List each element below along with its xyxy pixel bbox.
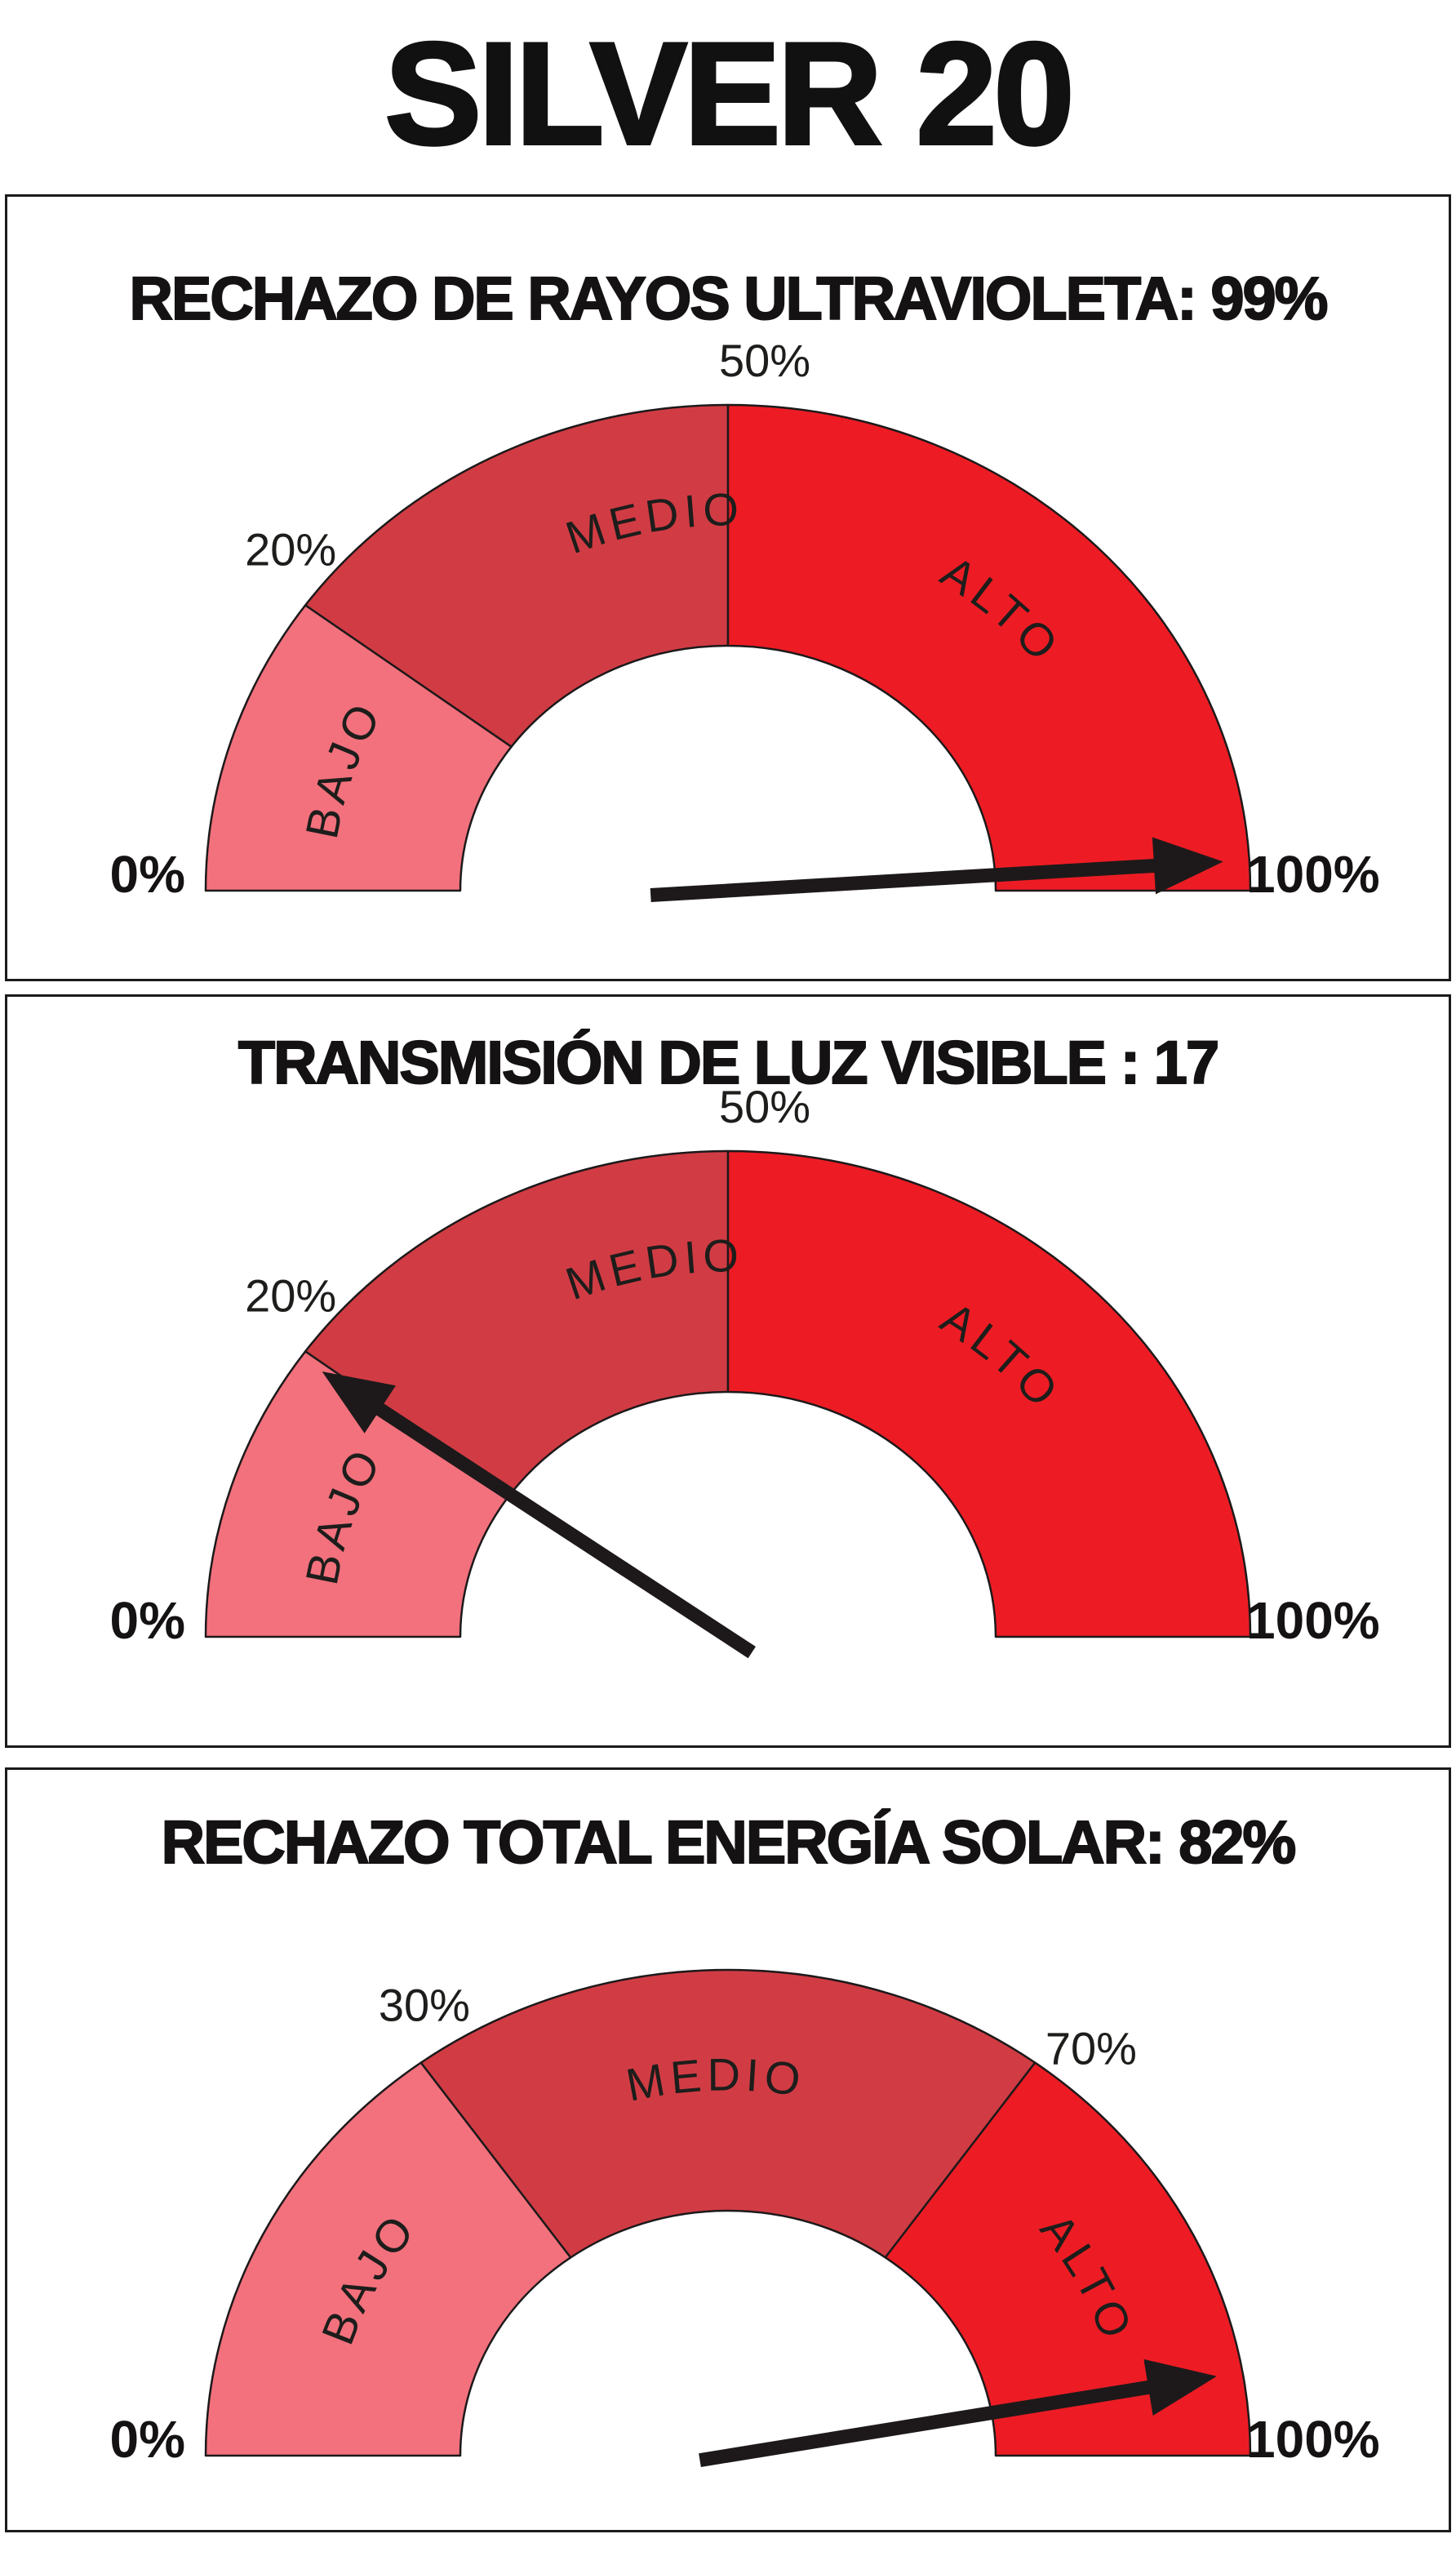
scale-min-label: 0% bbox=[110, 2410, 186, 2469]
gauge-segment-alto bbox=[726, 1149, 1252, 1638]
page-title: SILVER 20 bbox=[383, 12, 1076, 175]
needle-arrow bbox=[699, 2358, 1217, 2467]
needle-shaft bbox=[650, 858, 1167, 902]
panel-uv-rejection: RECHAZO DE RAYOS ULTRAVIOLETA: 99% BAJO M… bbox=[5, 194, 1451, 981]
needle-shaft bbox=[699, 2378, 1162, 2467]
gauge-segment-bajo bbox=[204, 2061, 572, 2457]
needle-head bbox=[1143, 2358, 1217, 2416]
gauge-segment-medio bbox=[304, 403, 730, 748]
gauge-segment-medio bbox=[419, 1968, 1037, 2259]
scale-min-label: 0% bbox=[110, 1591, 186, 1650]
gauge-segment-alto bbox=[726, 403, 1252, 892]
needle-arrow bbox=[650, 837, 1223, 902]
panel-title-uv-rejection: RECHAZO DE RAYOS ULTRAVIOLETA: 99% bbox=[129, 265, 1329, 332]
scale-max-label: 100% bbox=[1246, 845, 1380, 904]
threshold-label-20: 20% bbox=[245, 524, 336, 576]
threshold-label-50: 50% bbox=[719, 335, 810, 386]
gauge-segment-medio bbox=[304, 1149, 730, 1494]
gauge-segment-alto bbox=[884, 2061, 1252, 2457]
threshold-label-70: 70% bbox=[1045, 2023, 1137, 2074]
panel-title-visible-light-transmission: TRANSMISIÓN DE LUZ VISIBLE : 17 bbox=[237, 1029, 1220, 1096]
gauge-segment-bajo bbox=[204, 604, 513, 892]
threshold-label-20: 20% bbox=[245, 1270, 336, 1322]
needle-head bbox=[1152, 837, 1223, 895]
needle-head bbox=[322, 1371, 396, 1434]
scale-min-label: 0% bbox=[110, 845, 186, 904]
panel-total-solar-energy-rejection: RECHAZO TOTAL ENERGÍA SOLAR: 82% BAJO MED… bbox=[5, 1767, 1451, 2532]
scale-max-label: 100% bbox=[1246, 1591, 1380, 1650]
threshold-label-30: 30% bbox=[379, 1980, 470, 2031]
needle-shaft bbox=[366, 1397, 756, 1659]
panel-visible-light-transmission: TRANSMISIÓN DE LUZ VISIBLE : 17 BAJO MEDI… bbox=[5, 994, 1451, 1748]
panel-title-total-solar-energy-rejection: RECHAZO TOTAL ENERGÍA SOLAR: 82% bbox=[161, 1808, 1298, 1876]
threshold-label-50: 50% bbox=[719, 1081, 810, 1132]
scale-max-label: 100% bbox=[1246, 2410, 1380, 2469]
needle-arrow bbox=[322, 1371, 756, 1659]
gauge-segment-bajo bbox=[204, 1350, 513, 1638]
